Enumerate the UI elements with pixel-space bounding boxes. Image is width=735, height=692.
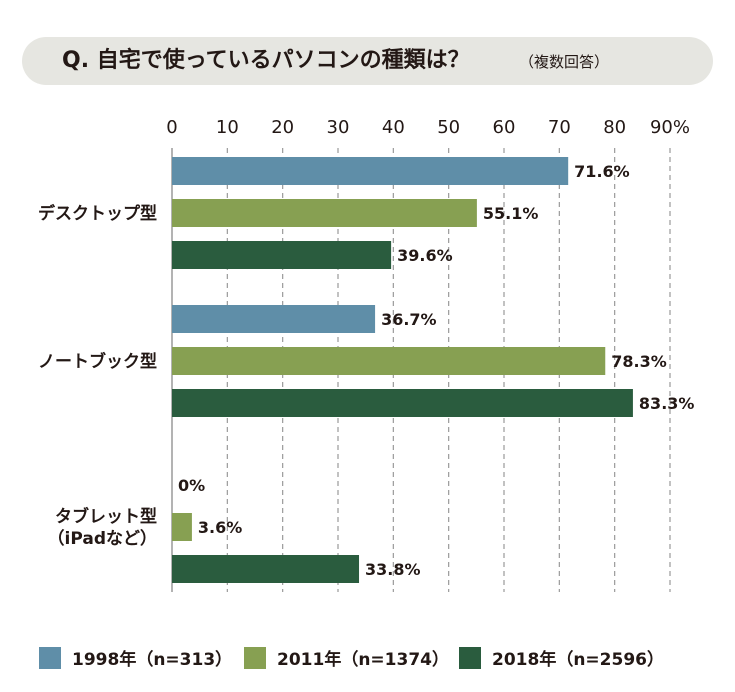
data-label: 33.8% xyxy=(365,560,421,579)
x-tick-label: 30 xyxy=(327,117,350,138)
data-label: 55.1% xyxy=(483,204,539,223)
bar xyxy=(172,513,192,541)
legend-swatch xyxy=(459,647,481,669)
chart-subtitle: （複数回答） xyxy=(519,53,610,71)
bar xyxy=(172,305,376,333)
x-tick-label: 70 xyxy=(548,117,571,138)
x-tick-label: 0 xyxy=(166,117,177,138)
legend-label: 2011年（n=1374） xyxy=(277,649,449,670)
x-tick-label: 60 xyxy=(493,117,516,138)
category-label: （iPadなど） xyxy=(48,528,157,549)
category-label: タブレット型 xyxy=(55,506,157,527)
legend-swatch xyxy=(39,647,61,669)
bar xyxy=(172,157,569,185)
data-label: 83.3% xyxy=(639,394,695,413)
x-tick-label: 10 xyxy=(216,117,239,138)
data-label: 0% xyxy=(178,476,205,495)
chart-title: Q. 自宅で使っているパソコンの種類は？ xyxy=(62,48,470,73)
x-tick-label: 50 xyxy=(437,117,460,138)
data-label: 36.7% xyxy=(381,310,437,329)
title-banner: Q. 自宅で使っているパソコンの種類は？ （複数回答） xyxy=(22,37,713,85)
bar xyxy=(172,389,633,417)
x-tick-label: 90% xyxy=(650,117,690,138)
legend-label: 2018年（n=2596） xyxy=(492,649,664,670)
data-label: 71.6% xyxy=(574,162,630,181)
x-tick-label: 40 xyxy=(382,117,405,138)
bar xyxy=(172,347,606,375)
x-tick-label: 20 xyxy=(271,117,294,138)
bar xyxy=(172,555,360,583)
bar xyxy=(172,199,477,227)
x-tick-label: 80 xyxy=(603,117,626,138)
legend-label: 1998年（n=313） xyxy=(72,649,232,670)
data-label: 39.6% xyxy=(397,246,453,265)
bar xyxy=(172,241,392,269)
legend-swatch xyxy=(244,647,266,669)
data-label: 78.3% xyxy=(611,352,667,371)
category-label: デスクトップ型 xyxy=(38,203,157,224)
category-label: ノートブック型 xyxy=(38,351,157,372)
data-label: 3.6% xyxy=(198,518,242,537)
